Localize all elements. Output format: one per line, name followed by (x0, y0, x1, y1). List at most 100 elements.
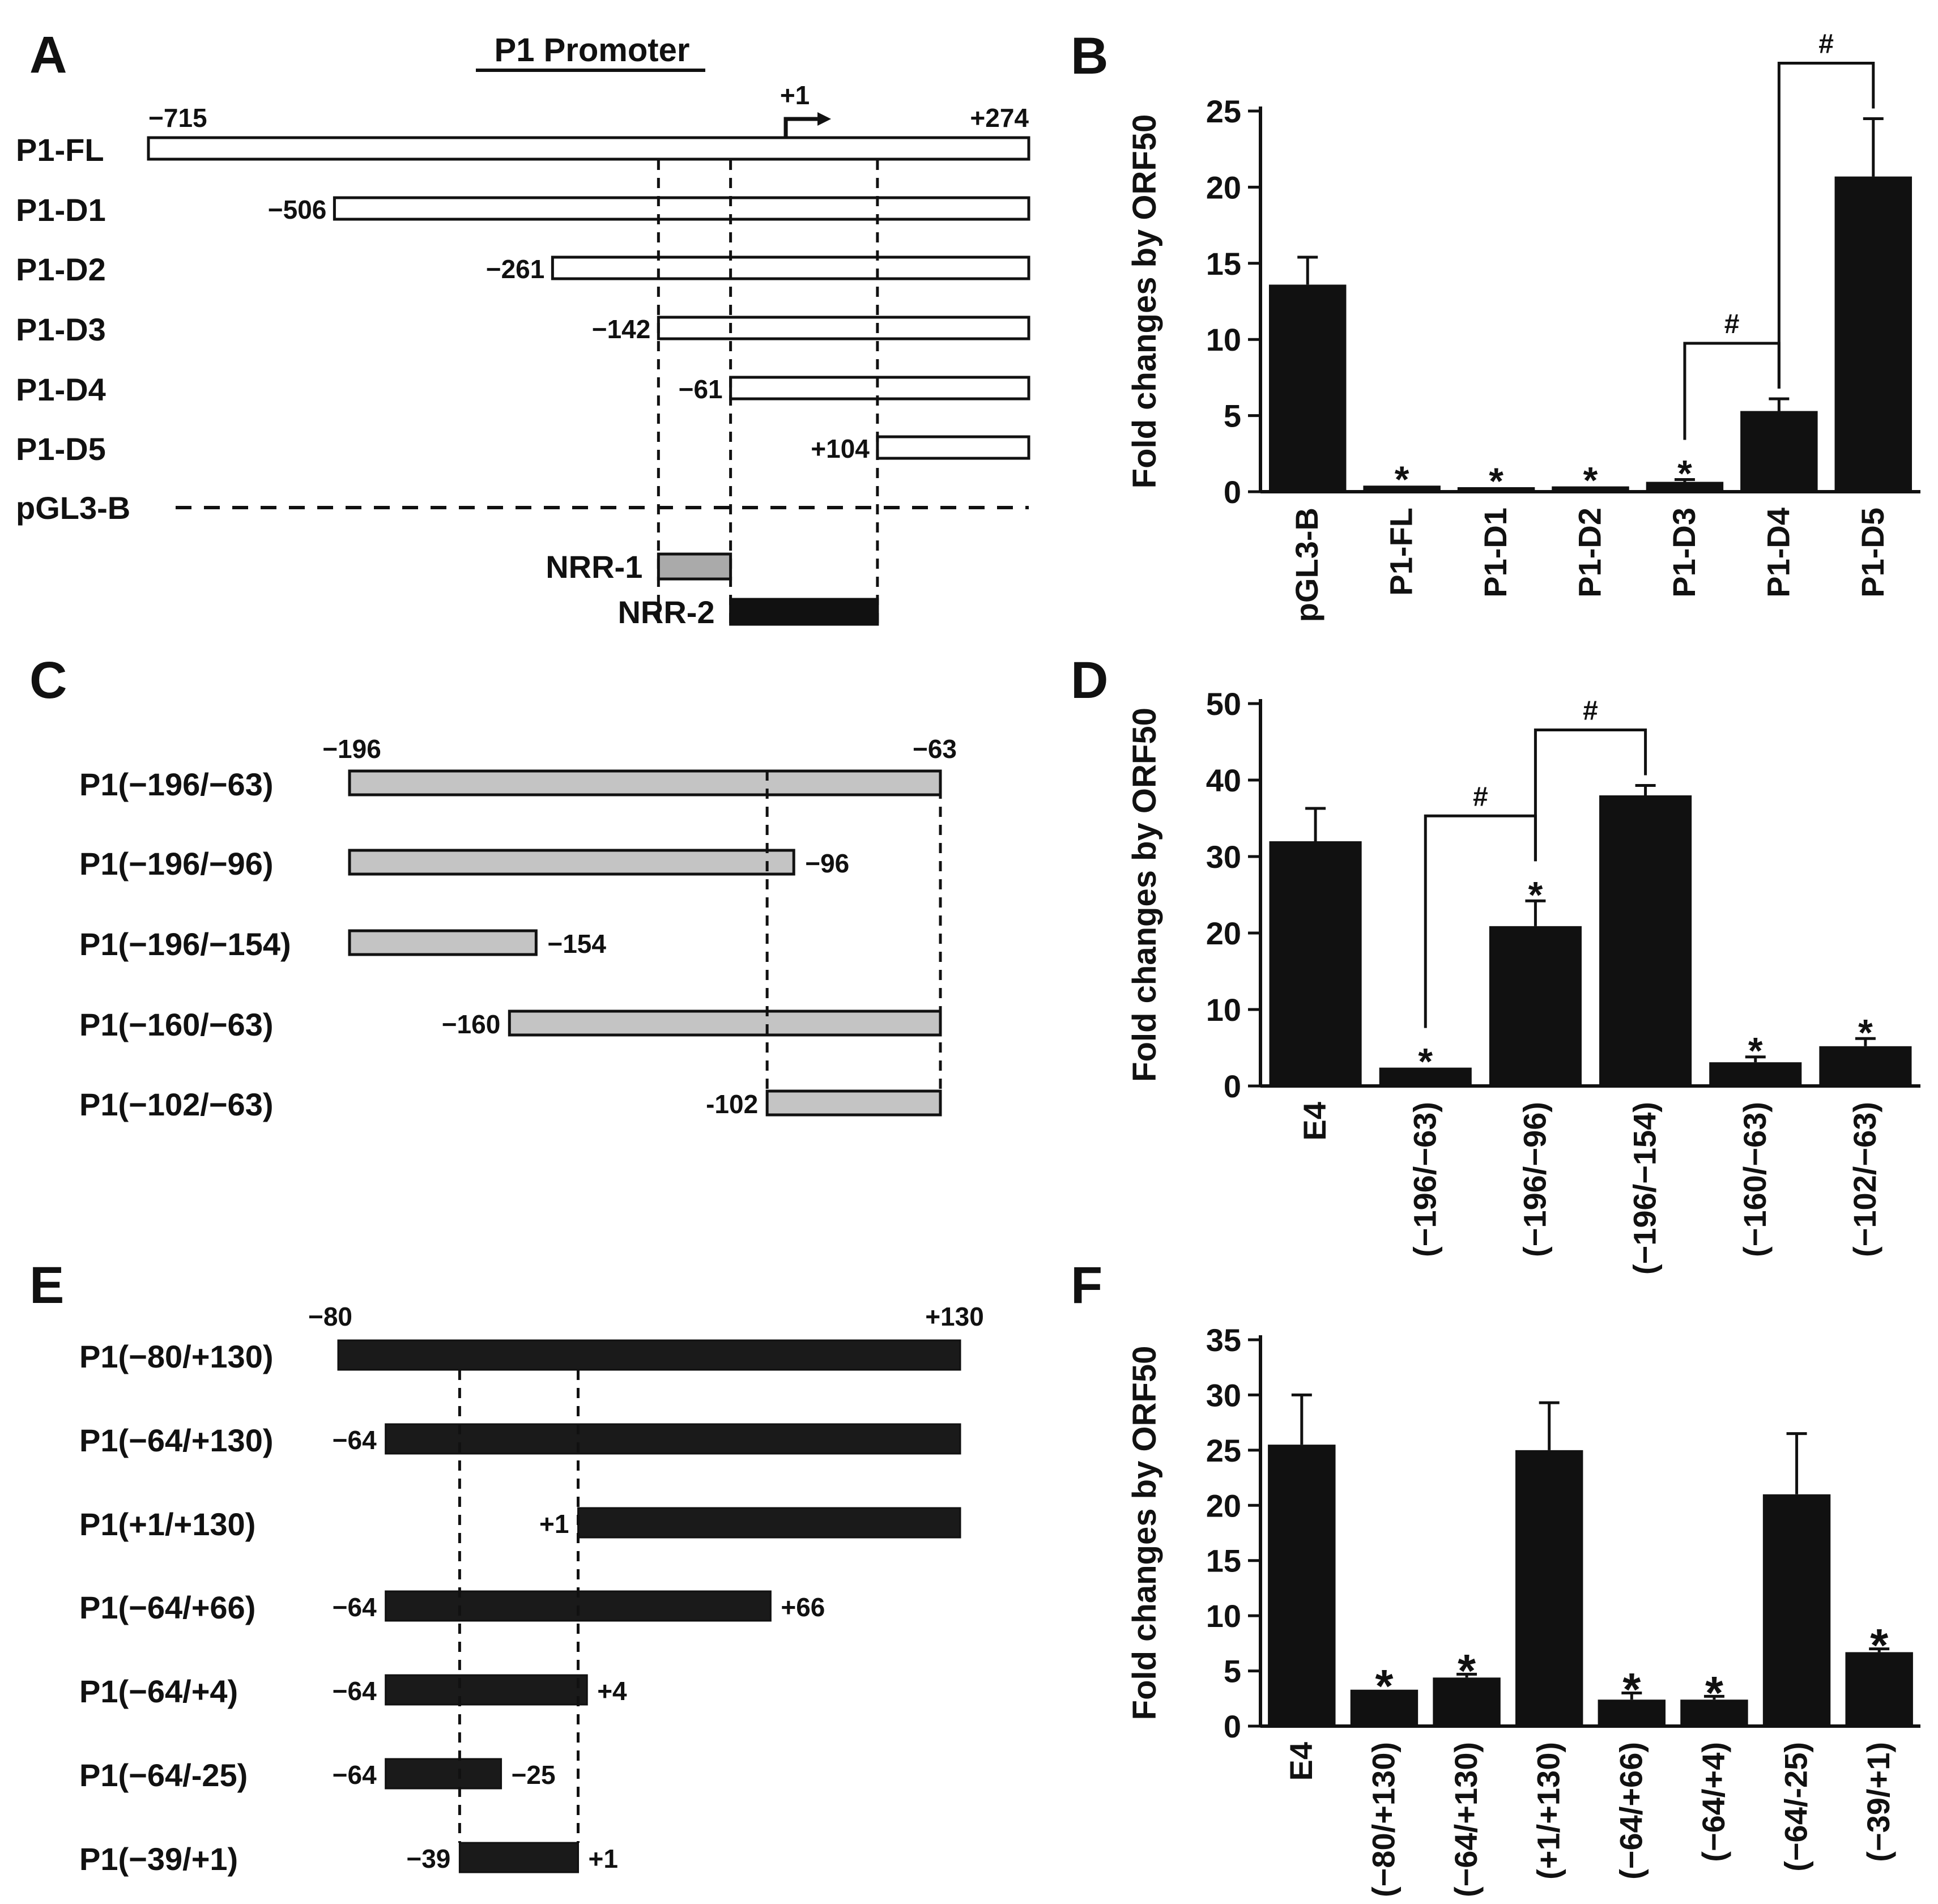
panel-e-deletion-map: E P1(−80/+130) −80 +130 P1(−64/+130) −64 P1(+1… (29, 1256, 984, 1877)
bar (1709, 1062, 1802, 1086)
bar (1845, 1652, 1913, 1726)
bar (1599, 795, 1692, 1086)
construct-label: P1-D4 (16, 372, 106, 407)
bar (1552, 486, 1629, 492)
x-tick-label: P1-D1 (1477, 508, 1513, 598)
construct-bar (458, 1842, 580, 1873)
bar (1834, 176, 1913, 492)
bar (1515, 1450, 1583, 1726)
y-tick-label: 35 (1206, 1322, 1241, 1358)
x-tick-label: pGL3-B (1289, 508, 1324, 622)
bar (1363, 485, 1441, 492)
y-tick-label: 10 (1206, 322, 1241, 357)
chart-f: F 0 5 10 15 20 25 30 35 Fold changes by ORF50 E4 * (… (1071, 1256, 1920, 1897)
coord-label-start: −61 (679, 374, 723, 404)
construct-label: P1(−64/-25) (79, 1757, 248, 1793)
tss-arrowhead (817, 112, 832, 126)
coord-label-end: +4 (597, 1676, 627, 1706)
coord-label-end: −25 (512, 1760, 556, 1790)
panel-letter-a: A (29, 26, 67, 84)
region-label: NRR-1 (546, 549, 642, 585)
bar (1598, 1699, 1666, 1726)
construct-label: P1(−160/−63) (79, 1007, 273, 1042)
y-tick-label: 40 (1206, 763, 1241, 798)
construct-bar (147, 136, 1030, 161)
panel-c-deletion-map: C P1(−196/−63) −196 −63 P1(−196/−96) −96 P1(−1… (29, 651, 957, 1122)
chart-d: D 0 10 20 30 40 50 Fold changes by ORF50 E4 * (−19… (1071, 651, 1920, 1275)
coord-label-end: +130 (925, 1302, 984, 1331)
construct-bar (577, 1507, 961, 1539)
y-tick-label: 25 (1206, 1433, 1241, 1468)
construct-bar (385, 1758, 502, 1790)
coord-label-start: −160 (442, 1009, 501, 1039)
construct-bar (337, 1339, 961, 1371)
chart-b: B 0 5 10 15 20 25 Fold changes by ORF50 pGL3-B * P… (1071, 27, 1920, 622)
bar (1762, 1494, 1831, 1726)
vector-label: pGL3-B (16, 490, 130, 526)
coord-label-end: +1 (589, 1844, 618, 1873)
bar (1819, 1046, 1912, 1086)
coord-label-start: −39 (406, 1844, 450, 1873)
x-tick-label: P1-D4 (1760, 508, 1796, 598)
x-tick-label: (−80/+130) (1365, 1742, 1401, 1897)
coord-label-start: −715 (148, 103, 207, 133)
construct-bar (348, 769, 942, 796)
x-tick-label: (−64/-25) (1778, 1742, 1814, 1872)
construct-bar (508, 1009, 942, 1037)
y-tick-label: 20 (1206, 1488, 1241, 1523)
construct-label: P1-D1 (16, 192, 106, 228)
region-bar (657, 552, 732, 581)
panel-letter-d: D (1071, 651, 1108, 709)
significance-bracket (1777, 61, 1875, 389)
significance-star: * (1583, 459, 1598, 501)
construct-label: P1-D3 (16, 312, 106, 347)
construct-bar (385, 1423, 961, 1455)
significance-star: * (1489, 460, 1503, 502)
x-tick-label: (−160/−63) (1737, 1102, 1773, 1257)
significance-star: * (1395, 458, 1409, 500)
x-tick-label: (−196/−96) (1517, 1102, 1552, 1257)
significance-star: * (1677, 452, 1692, 494)
panel-letter-f: F (1071, 1256, 1102, 1314)
construct-bar (657, 316, 1030, 340)
bar (1379, 1067, 1472, 1086)
y-tick-label: 20 (1206, 169, 1241, 205)
tss-arrow (783, 117, 818, 137)
bar (1646, 482, 1724, 492)
panel-a-title: P1 Promoter (495, 32, 690, 69)
bar (1433, 1677, 1501, 1726)
bar (1457, 487, 1535, 492)
bracket-label: # (1818, 29, 1834, 59)
bar (1268, 284, 1347, 492)
significance-star: * (1622, 1664, 1641, 1716)
x-tick-label: (−102/−63) (1847, 1102, 1882, 1257)
bar (1268, 1445, 1336, 1726)
bar (1350, 1689, 1419, 1726)
construct-bar (551, 255, 1030, 280)
y-tick-label: 0 (1224, 1709, 1241, 1744)
construct-bar (385, 1674, 588, 1706)
coord-label-start: −142 (592, 314, 651, 344)
coord-label-end: −96 (805, 849, 849, 878)
x-tick-label: P1-FL (1383, 508, 1419, 596)
x-tick-label: E4 (1283, 1742, 1319, 1781)
coord-label-start: −64 (333, 1676, 377, 1706)
x-tick-label: E4 (1297, 1102, 1332, 1141)
coord-label-end: −63 (913, 734, 957, 764)
construct-bar (765, 1089, 942, 1117)
x-tick-label: (−39/+1) (1860, 1742, 1896, 1862)
construct-label: P1(−196/−63) (79, 766, 273, 802)
construct-bar (729, 376, 1030, 401)
coord-label-start: −64 (333, 1592, 377, 1622)
coord-label-end: +66 (781, 1592, 825, 1622)
coord-label-start: +104 (811, 434, 870, 463)
construct-label: P1(−196/−154) (79, 926, 291, 962)
panel-letter-c: C (29, 651, 67, 709)
construct-label: P1-D2 (16, 252, 106, 287)
significance-star: * (1870, 1620, 1888, 1672)
construct-label: P1(−196/−96) (79, 846, 273, 881)
construct-bar (876, 435, 1030, 460)
y-axis-label: Fold changes by ORF50 (1126, 114, 1163, 489)
coord-label-start: −506 (268, 195, 327, 224)
